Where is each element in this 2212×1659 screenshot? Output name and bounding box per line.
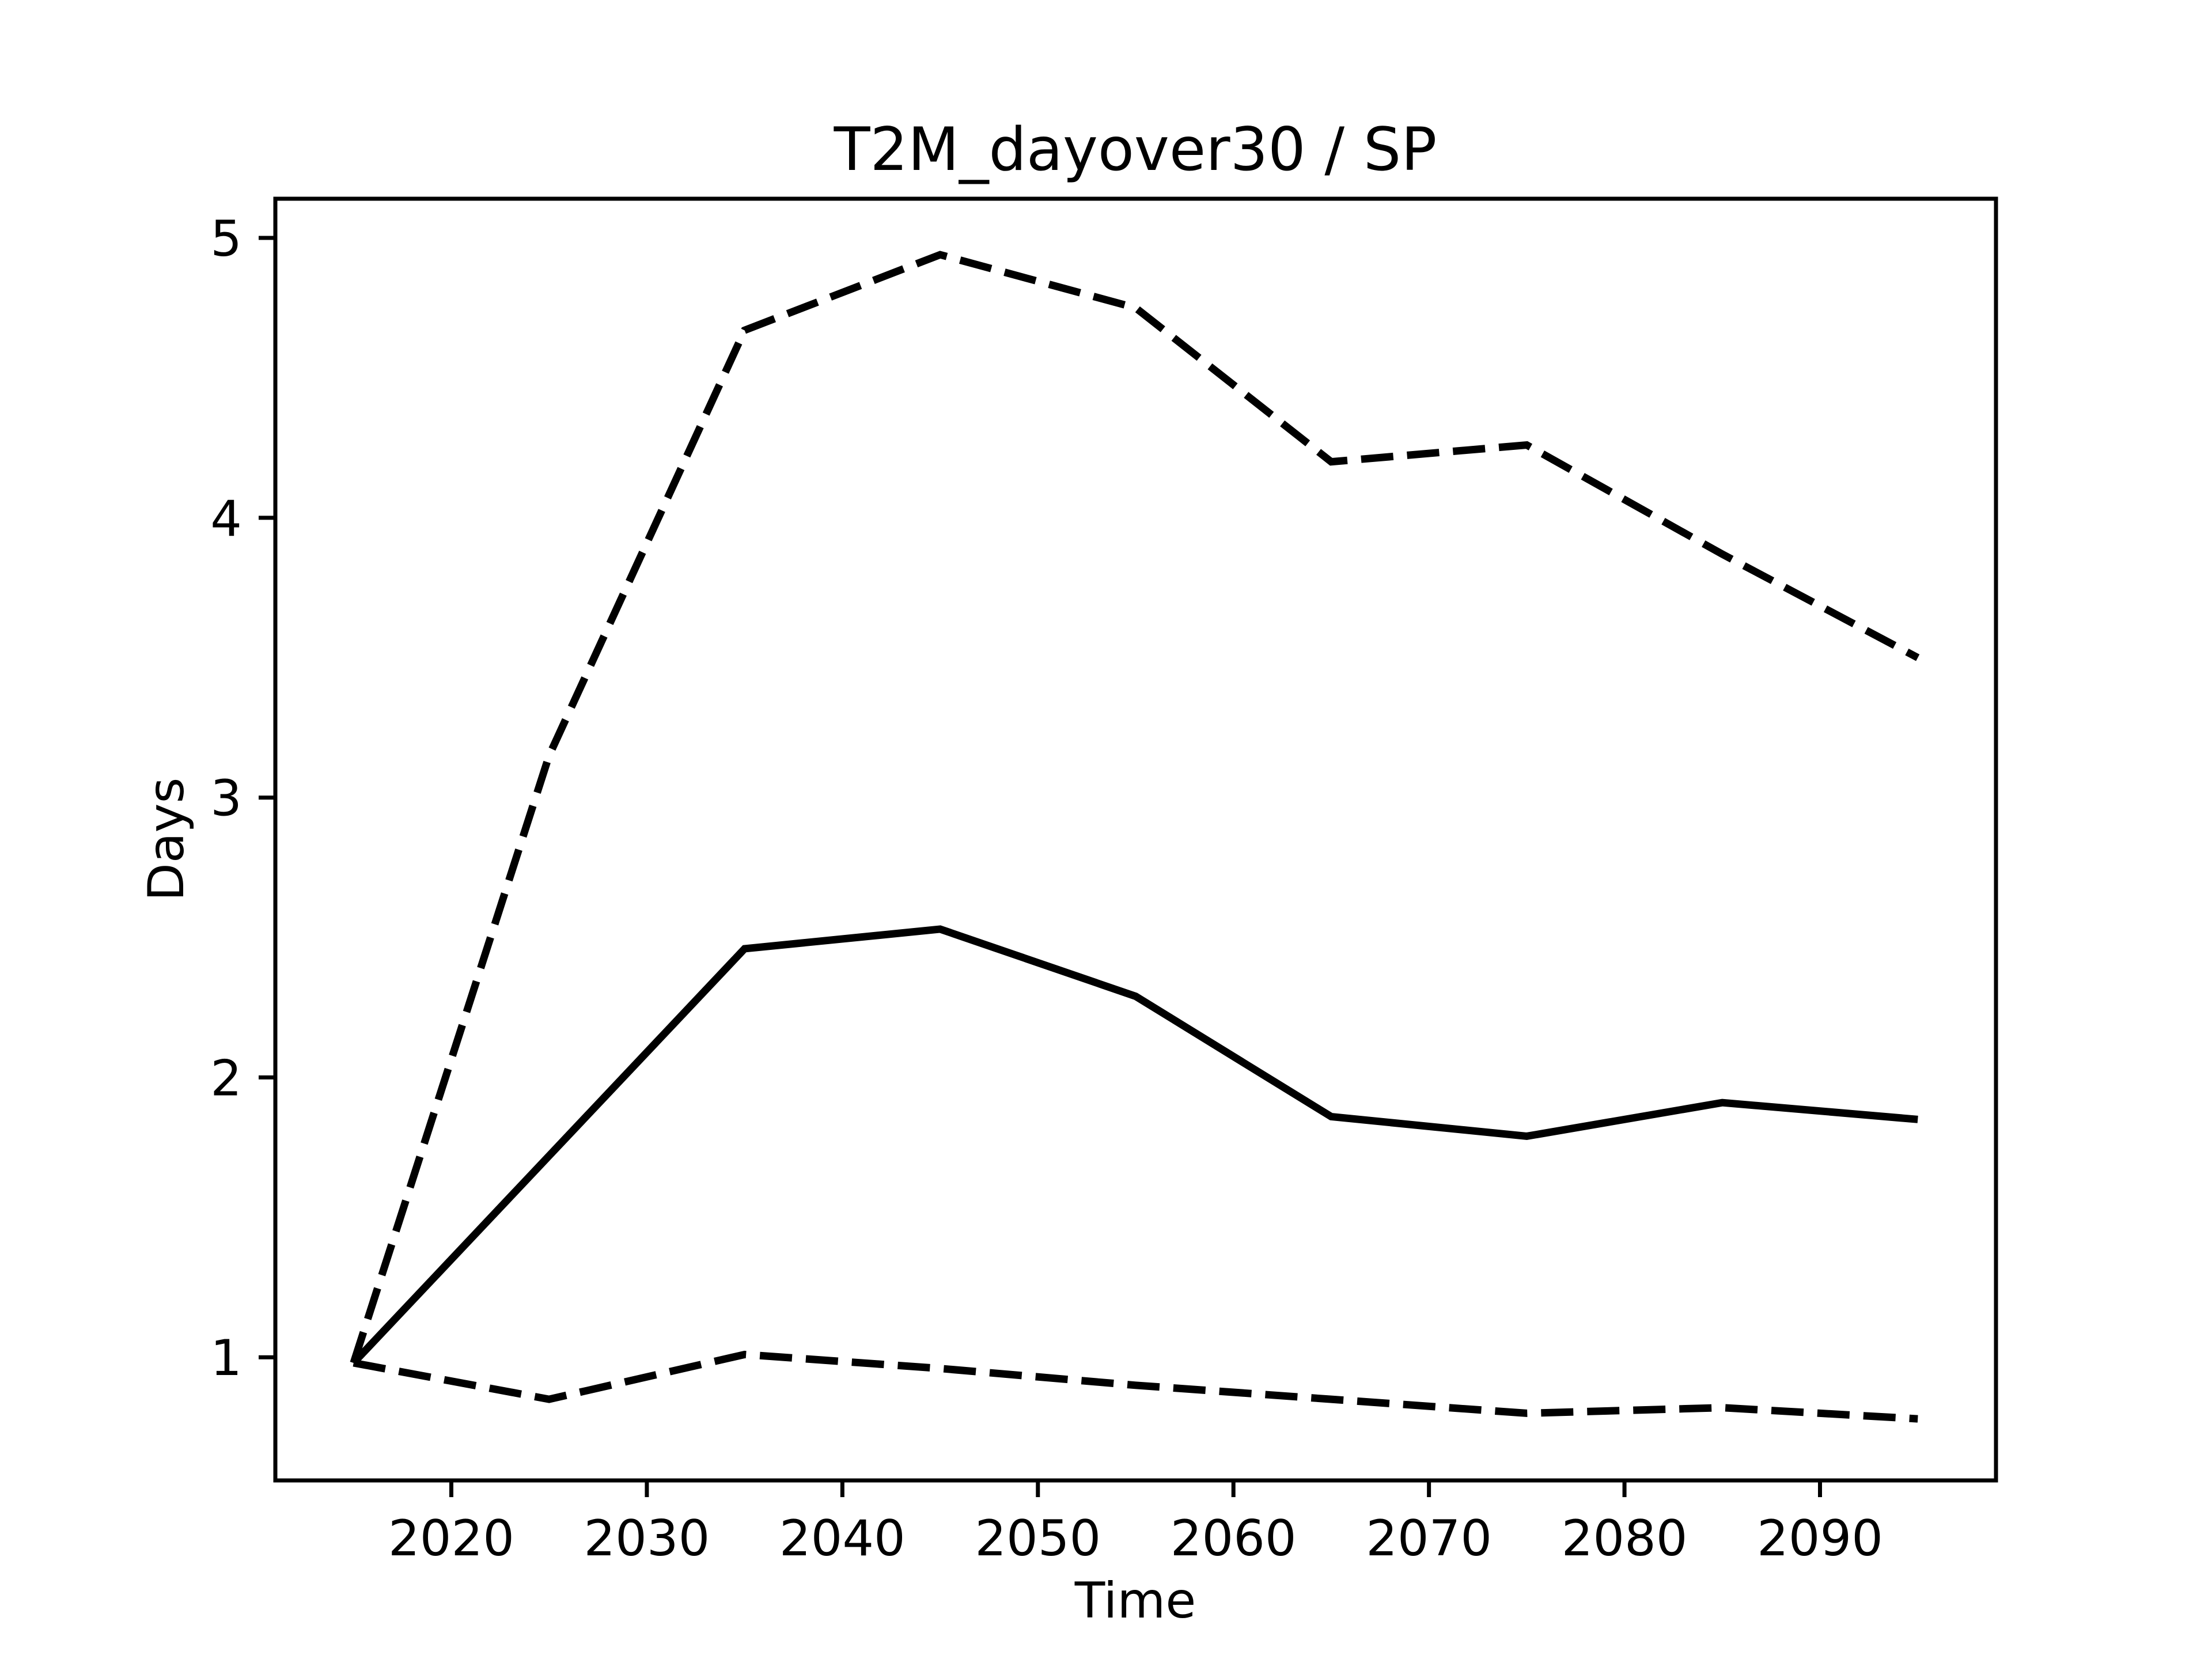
y-tick-label: 4: [210, 490, 242, 548]
x-axis-label: Time: [1074, 1572, 1196, 1630]
x-tick-label: 2080: [1562, 1510, 1688, 1567]
series-mean-solid-line: [351, 925, 1918, 1366]
x-tick-label: 2040: [779, 1510, 906, 1567]
x-tick-label: 2020: [388, 1510, 514, 1567]
x-axis-ticks: 2020 2030 2040 2050 2060 2070 2080 2090: [388, 1480, 1883, 1567]
y-axis-ticks: 1 2 3 4 5: [210, 210, 275, 1387]
y-tick-label: 1: [210, 1330, 242, 1387]
y-tick-label: 5: [210, 210, 242, 268]
x-tick-label: 2070: [1366, 1510, 1492, 1567]
x-tick-label: 2050: [975, 1510, 1101, 1567]
chart-title: T2M_dayover30 / SP: [834, 115, 1437, 184]
plot-border: [273, 196, 1998, 1483]
y-tick-label: 2: [210, 1050, 242, 1107]
x-tick-label: 2090: [1757, 1510, 1883, 1567]
y-tick-label: 3: [210, 770, 242, 828]
series-lower-dashed-line: [353, 1350, 1918, 1423]
x-tick-label: 2030: [584, 1510, 710, 1567]
y-axis-label: Days: [138, 778, 195, 902]
x-tick-label: 2060: [1171, 1510, 1297, 1567]
series-upper-dashed-line: [350, 251, 1920, 1364]
series-group: [350, 251, 1920, 1423]
